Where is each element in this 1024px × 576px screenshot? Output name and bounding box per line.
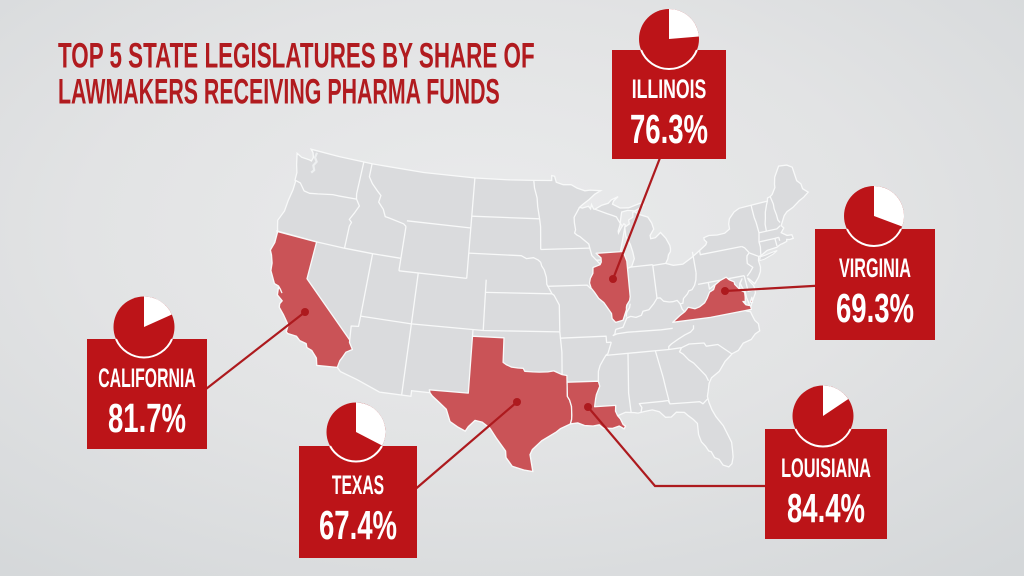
svg-text:CALIFORNIA: CALIFORNIA [98, 363, 196, 393]
svg-text:ILLINOIS: ILLINOIS [632, 73, 707, 104]
svg-text:69.3%: 69.3% [836, 286, 914, 332]
svg-text:76.3%: 76.3% [630, 107, 708, 153]
svg-text:VIRGINIA: VIRGINIA [839, 253, 911, 283]
svg-text:TEXAS: TEXAS [332, 470, 384, 501]
svg-text:LOUISIANA: LOUISIANA [781, 453, 871, 483]
svg-text:84.4%: 84.4% [787, 486, 865, 532]
svg-text:LAWMAKERS RECEIVING PHARMA FUN: LAWMAKERS RECEIVING PHARMA FUNDS [58, 73, 500, 112]
svg-text:67.4%: 67.4% [319, 503, 397, 549]
svg-text:81.7%: 81.7% [108, 396, 186, 442]
svg-text:TOP 5 STATE LEGISLATURES BY SH: TOP 5 STATE LEGISLATURES BY SHARE OF [58, 38, 535, 76]
